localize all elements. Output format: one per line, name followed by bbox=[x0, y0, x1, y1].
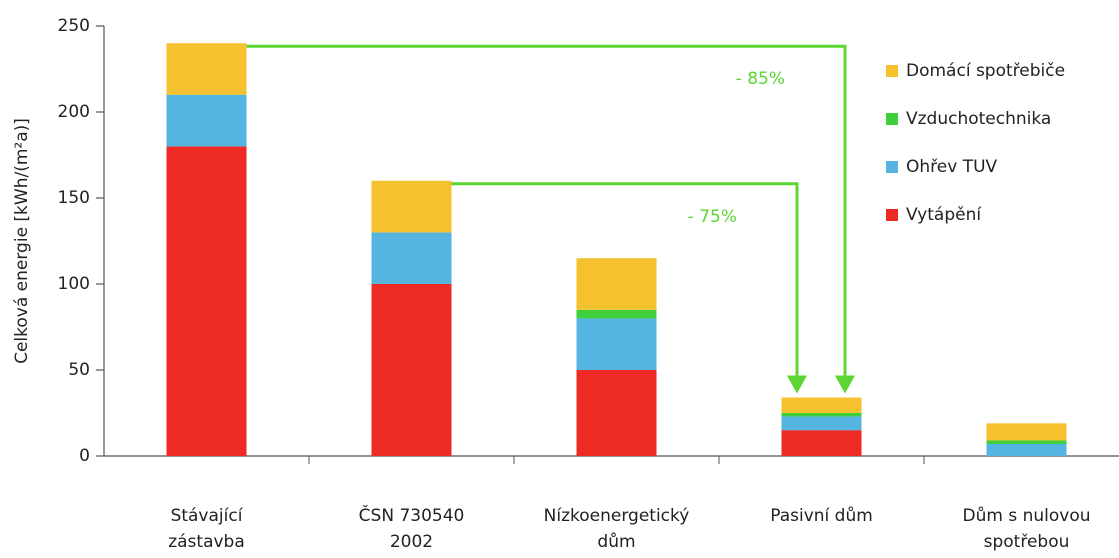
legend-swatch bbox=[886, 209, 898, 221]
annotation-arrow bbox=[451, 182, 799, 380]
x-tick-label: Dům s nulovou bbox=[963, 506, 1091, 526]
bar-segment bbox=[781, 430, 862, 456]
annotation-label: - 75% bbox=[688, 207, 737, 227]
y-tick-label: 200 bbox=[58, 102, 90, 122]
bar-segment bbox=[166, 43, 247, 95]
x-tick-label: dům bbox=[597, 532, 635, 552]
x-tick-label: zástavba bbox=[168, 532, 245, 552]
arrow-head bbox=[835, 375, 855, 394]
x-tick-label: Pasivní dům bbox=[770, 506, 873, 526]
x-tick-label: ČSN 730540 bbox=[359, 504, 465, 526]
legend-swatch bbox=[886, 161, 898, 173]
bar-segment bbox=[986, 440, 1067, 444]
bar-segment bbox=[576, 318, 657, 370]
bar-segment bbox=[781, 416, 862, 431]
legend-label: Vytápění bbox=[906, 205, 982, 225]
y-tick-label: 150 bbox=[58, 188, 90, 208]
y-tick-label: 250 bbox=[58, 16, 90, 36]
annotation-arrow bbox=[246, 44, 847, 380]
legend-swatch bbox=[886, 113, 898, 125]
bar-segment bbox=[166, 94, 247, 147]
y-axis-label: Celková energie [kWh/(m²a)] bbox=[12, 118, 32, 364]
bar-segment bbox=[166, 146, 247, 456]
legend-swatch bbox=[886, 65, 898, 77]
y-tick-label: 50 bbox=[68, 360, 90, 380]
y-tick-label: 100 bbox=[58, 274, 90, 294]
legend-label: Ohřev TUV bbox=[906, 157, 998, 177]
x-tick-label: spotřebou bbox=[984, 532, 1070, 552]
bar-segment bbox=[371, 232, 452, 284]
legend-label: Vzduchotechnika bbox=[906, 109, 1051, 129]
annotation-label: - 85% bbox=[736, 69, 785, 89]
bar-segment bbox=[576, 309, 657, 319]
x-tick-label: Nízkoenergetický bbox=[544, 506, 690, 526]
bar-segment bbox=[576, 370, 657, 456]
bar-segment bbox=[986, 423, 1067, 441]
bar-segment bbox=[781, 413, 862, 417]
bar-segment bbox=[371, 180, 452, 233]
x-tick-label: Stávající bbox=[171, 506, 244, 526]
legend-label: Domácí spotřebiče bbox=[906, 61, 1065, 81]
bar-segment bbox=[986, 443, 1067, 456]
x-tick-label: 2002 bbox=[390, 532, 433, 552]
bar-segment bbox=[576, 258, 657, 310]
arrow-head bbox=[787, 375, 807, 394]
y-tick-label: 0 bbox=[79, 446, 90, 466]
bar-segment bbox=[781, 397, 862, 413]
bar-segment bbox=[371, 284, 452, 456]
